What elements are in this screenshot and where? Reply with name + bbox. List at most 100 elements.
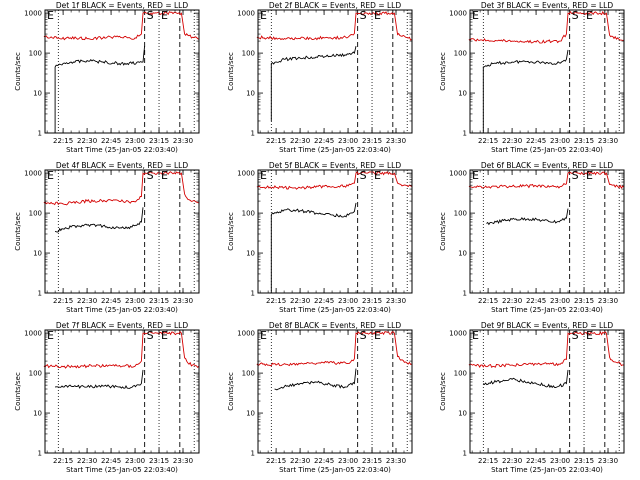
y-axis-label: Counts/sec: [439, 372, 447, 411]
x-tick-label: 23:00: [550, 457, 570, 465]
x-tick-label: 22:30: [77, 297, 97, 305]
x-axis-label: Start Time (25-Jan-05 22:03:40): [66, 146, 178, 154]
phase-marker-label: E: [472, 169, 479, 182]
phase-marker-label: E: [47, 9, 54, 22]
lld-series-line: [468, 10, 625, 44]
y-tick-label: 1000: [24, 10, 42, 18]
y-tick-label: 10: [458, 250, 467, 258]
y-tick-label: 1000: [237, 330, 255, 338]
lld-series-line: [256, 331, 413, 367]
x-tick-label: 22:30: [502, 137, 522, 145]
x-tick-label: 23:30: [173, 137, 193, 145]
y-tick-label: 1000: [237, 170, 255, 178]
x-tick-label: 22:45: [526, 137, 546, 145]
y-axis-label: Counts/sec: [14, 212, 22, 251]
x-tick-label: 23:00: [550, 297, 570, 305]
events-series-line: [54, 207, 144, 233]
x-tick-label: 22:45: [314, 137, 334, 145]
y-tick-label: 1: [38, 290, 42, 298]
events-series-line: [274, 368, 357, 391]
y-tick-label: 1: [38, 450, 42, 458]
x-tick-label: 22:45: [526, 297, 546, 305]
plot-frame: [257, 9, 413, 134]
x-tick-label: 22:30: [77, 457, 97, 465]
phase-marker-label: E: [472, 9, 479, 22]
plot-frame: [44, 329, 200, 454]
x-tick-label: 23:00: [125, 297, 145, 305]
x-tick-label: 22:15: [478, 297, 498, 305]
lld-series-line: [468, 331, 625, 369]
detector-panel: 1 10 100 1000 22:15 22:30 22:45 23:00 23:15 23:30…: [14, 321, 200, 474]
plot-frame: [469, 329, 625, 454]
plot-frame: [469, 9, 625, 134]
y-tick-label: 100: [242, 50, 255, 58]
lld-series-line: [256, 171, 413, 190]
y-axis-label: Counts/sec: [439, 52, 447, 91]
y-tick-label: 1000: [449, 330, 467, 338]
y-axis-label: Counts/sec: [14, 52, 22, 91]
x-tick-label: 22:15: [266, 457, 286, 465]
y-tick-label: 1000: [237, 10, 255, 18]
panel-title: Det 7f BLACK = Events, RED = LLD: [56, 321, 189, 330]
panel-title: Det 8f BLACK = Events, RED = LLD: [269, 321, 402, 330]
y-tick-label: 100: [29, 50, 42, 58]
y-tick-label: 10: [33, 410, 42, 418]
x-tick-label: 22:15: [478, 137, 498, 145]
y-tick-label: 10: [33, 90, 42, 98]
plot-frame: [257, 169, 413, 294]
events-series-line: [270, 45, 357, 121]
phase-marker-label: E: [374, 169, 381, 182]
y-tick-label: 10: [246, 250, 255, 258]
lld-series-line: [256, 11, 413, 41]
lld-series-line: [43, 11, 200, 41]
x-tick-label: 23:30: [173, 297, 193, 305]
phase-marker-label: S: [572, 169, 579, 182]
x-tick-label: 23:00: [125, 137, 145, 145]
phase-marker-label: E: [472, 329, 479, 342]
x-axis-label: Start Time (25-Jan-05 22:03:40): [279, 306, 391, 314]
x-tick-label: 23:30: [386, 457, 406, 465]
y-tick-label: 1: [463, 450, 467, 458]
y-axis-label: Counts/sec: [439, 212, 447, 251]
x-tick-label: 22:30: [290, 137, 310, 145]
phase-marker-label: E: [374, 9, 381, 22]
phase-marker-label: E: [161, 169, 168, 182]
panel-title: Det 2f BLACK = Events, RED = LLD: [269, 1, 402, 10]
plot-frame: [44, 9, 200, 134]
panel-title: Det 5f BLACK = Events, RED = LLD: [269, 161, 402, 170]
x-tick-label: 23:00: [338, 297, 358, 305]
y-tick-label: 1000: [24, 170, 42, 178]
x-tick-label: 22:15: [266, 297, 286, 305]
x-tick-label: 22:45: [101, 137, 121, 145]
x-tick-label: 23:00: [550, 137, 570, 145]
x-tick-label: 23:15: [362, 137, 382, 145]
phase-marker-label: E: [586, 9, 593, 22]
panel-title: Det 4f BLACK = Events, RED = LLD: [56, 161, 189, 170]
plot-frame: [469, 169, 625, 294]
y-tick-label: 100: [454, 50, 467, 58]
phase-marker-label: S: [360, 329, 367, 342]
y-tick-label: 10: [458, 410, 467, 418]
x-tick-label: 23:30: [598, 297, 618, 305]
panel-title: Det 1f BLACK = Events, RED = LLD: [56, 1, 189, 10]
detector-panel: 1 10 100 1000 22:15 22:30 22:45 23:00 23:15 23:30…: [14, 1, 200, 154]
x-axis-label: Start Time (25-Jan-05 22:03:40): [279, 466, 391, 474]
x-tick-label: 22:45: [314, 457, 334, 465]
x-tick-label: 23:15: [149, 297, 169, 305]
x-tick-label: 23:15: [362, 297, 382, 305]
y-tick-label: 1000: [449, 10, 467, 18]
x-axis-label: Start Time (25-Jan-05 22:03:40): [66, 306, 178, 314]
x-tick-label: 23:00: [338, 137, 358, 145]
events-series-line: [55, 369, 144, 389]
y-tick-label: 1: [463, 130, 467, 138]
y-tick-label: 1: [251, 450, 255, 458]
x-tick-label: 22:30: [290, 297, 310, 305]
lld-series-line: [43, 330, 200, 369]
x-axis-label: Start Time (25-Jan-05 22:03:40): [491, 306, 603, 314]
panel-title: Det 3f BLACK = Events, RED = LLD: [481, 1, 614, 10]
y-tick-label: 1: [251, 290, 255, 298]
x-tick-label: 23:00: [125, 457, 145, 465]
events-series-line: [54, 46, 146, 133]
y-tick-label: 1000: [449, 170, 467, 178]
